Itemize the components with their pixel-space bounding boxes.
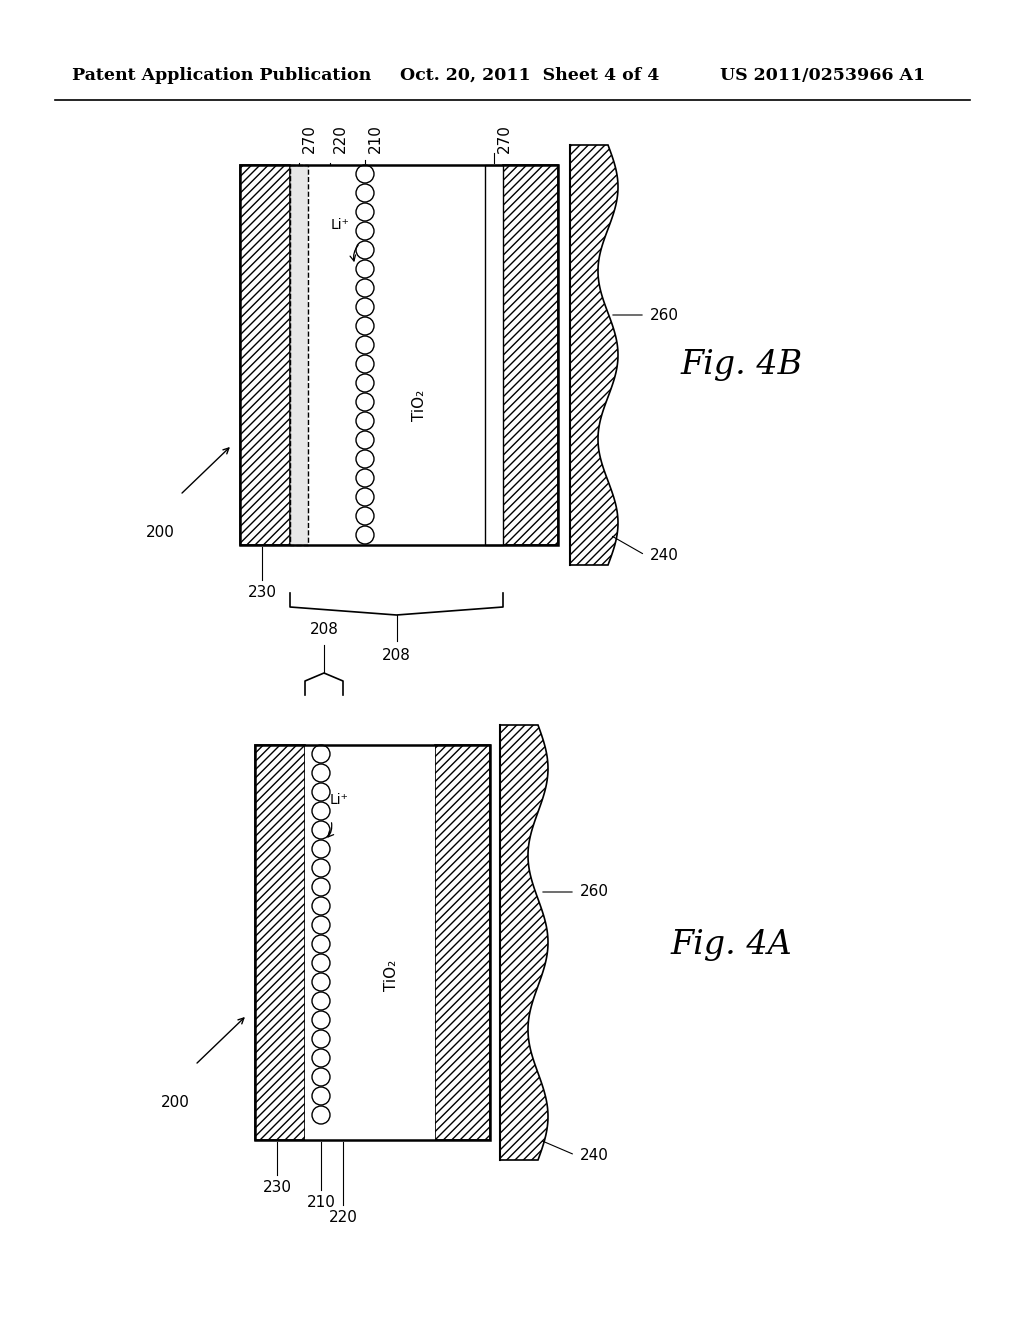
Text: 208: 208	[309, 622, 339, 638]
Circle shape	[356, 374, 374, 392]
Circle shape	[312, 1068, 330, 1086]
Circle shape	[356, 222, 374, 240]
Bar	[503, 165, 558, 545]
Text: 260: 260	[580, 884, 609, 899]
Circle shape	[312, 821, 330, 840]
Circle shape	[356, 412, 374, 430]
Circle shape	[312, 783, 330, 801]
Circle shape	[356, 260, 374, 279]
Circle shape	[312, 993, 330, 1010]
Text: Fig. 4A: Fig. 4A	[670, 929, 792, 961]
Circle shape	[356, 317, 374, 335]
Circle shape	[312, 744, 330, 763]
Circle shape	[356, 298, 374, 315]
Circle shape	[356, 507, 374, 525]
Text: US 2011/0253966 A1: US 2011/0253966 A1	[720, 66, 925, 83]
Circle shape	[356, 279, 374, 297]
Circle shape	[312, 764, 330, 781]
Text: Fig. 4B: Fig. 4B	[680, 348, 802, 381]
Text: 230: 230	[248, 585, 276, 601]
Text: Patent Application Publication: Patent Application Publication	[72, 66, 372, 83]
Circle shape	[356, 337, 374, 354]
Circle shape	[356, 488, 374, 506]
Bar	[240, 165, 558, 545]
Circle shape	[312, 935, 330, 953]
Circle shape	[312, 916, 330, 935]
Circle shape	[312, 878, 330, 896]
Bar	[485, 165, 503, 545]
Text: 240: 240	[580, 1147, 609, 1163]
Circle shape	[312, 803, 330, 820]
Circle shape	[356, 525, 374, 544]
Text: 240: 240	[650, 548, 679, 562]
Text: Oct. 20, 2011  Sheet 4 of 4: Oct. 20, 2011 Sheet 4 of 4	[400, 66, 659, 83]
Bar	[290, 165, 308, 545]
Text: 200: 200	[161, 1096, 189, 1110]
Circle shape	[356, 393, 374, 411]
Text: Li⁺: Li⁺	[330, 793, 348, 807]
Text: Li⁺: Li⁺	[331, 218, 349, 232]
Bar	[290, 165, 308, 545]
Text: 220: 220	[329, 1210, 357, 1225]
Circle shape	[356, 203, 374, 220]
Text: 270: 270	[497, 124, 512, 153]
Text: 208: 208	[382, 648, 411, 663]
Circle shape	[312, 1049, 330, 1067]
Text: 210: 210	[306, 1195, 336, 1210]
Bar	[255, 744, 305, 1140]
Bar	[435, 744, 490, 1140]
Text: 230: 230	[262, 1180, 292, 1195]
Polygon shape	[570, 145, 618, 565]
Circle shape	[356, 450, 374, 469]
Text: 210: 210	[368, 124, 383, 153]
Circle shape	[312, 1106, 330, 1125]
Circle shape	[312, 898, 330, 915]
Circle shape	[356, 432, 374, 449]
Circle shape	[356, 469, 374, 487]
Bar	[240, 165, 290, 545]
Polygon shape	[500, 725, 548, 1160]
Circle shape	[312, 840, 330, 858]
Circle shape	[356, 242, 374, 259]
Circle shape	[356, 183, 374, 202]
Text: 260: 260	[650, 308, 679, 322]
Bar	[255, 744, 490, 1140]
Text: 220: 220	[333, 124, 348, 153]
Circle shape	[312, 1011, 330, 1030]
Circle shape	[312, 1030, 330, 1048]
Bar	[353, 165, 485, 545]
Text: 270: 270	[302, 124, 317, 153]
Bar	[305, 744, 435, 1140]
Circle shape	[312, 1086, 330, 1105]
Text: TiO₂: TiO₂	[384, 960, 398, 990]
Text: TiO₂: TiO₂	[413, 389, 427, 421]
Text: 200: 200	[145, 525, 174, 540]
Circle shape	[356, 165, 374, 183]
Circle shape	[356, 355, 374, 374]
Circle shape	[312, 954, 330, 972]
Bar	[308, 165, 353, 545]
Circle shape	[312, 973, 330, 991]
Circle shape	[312, 859, 330, 876]
